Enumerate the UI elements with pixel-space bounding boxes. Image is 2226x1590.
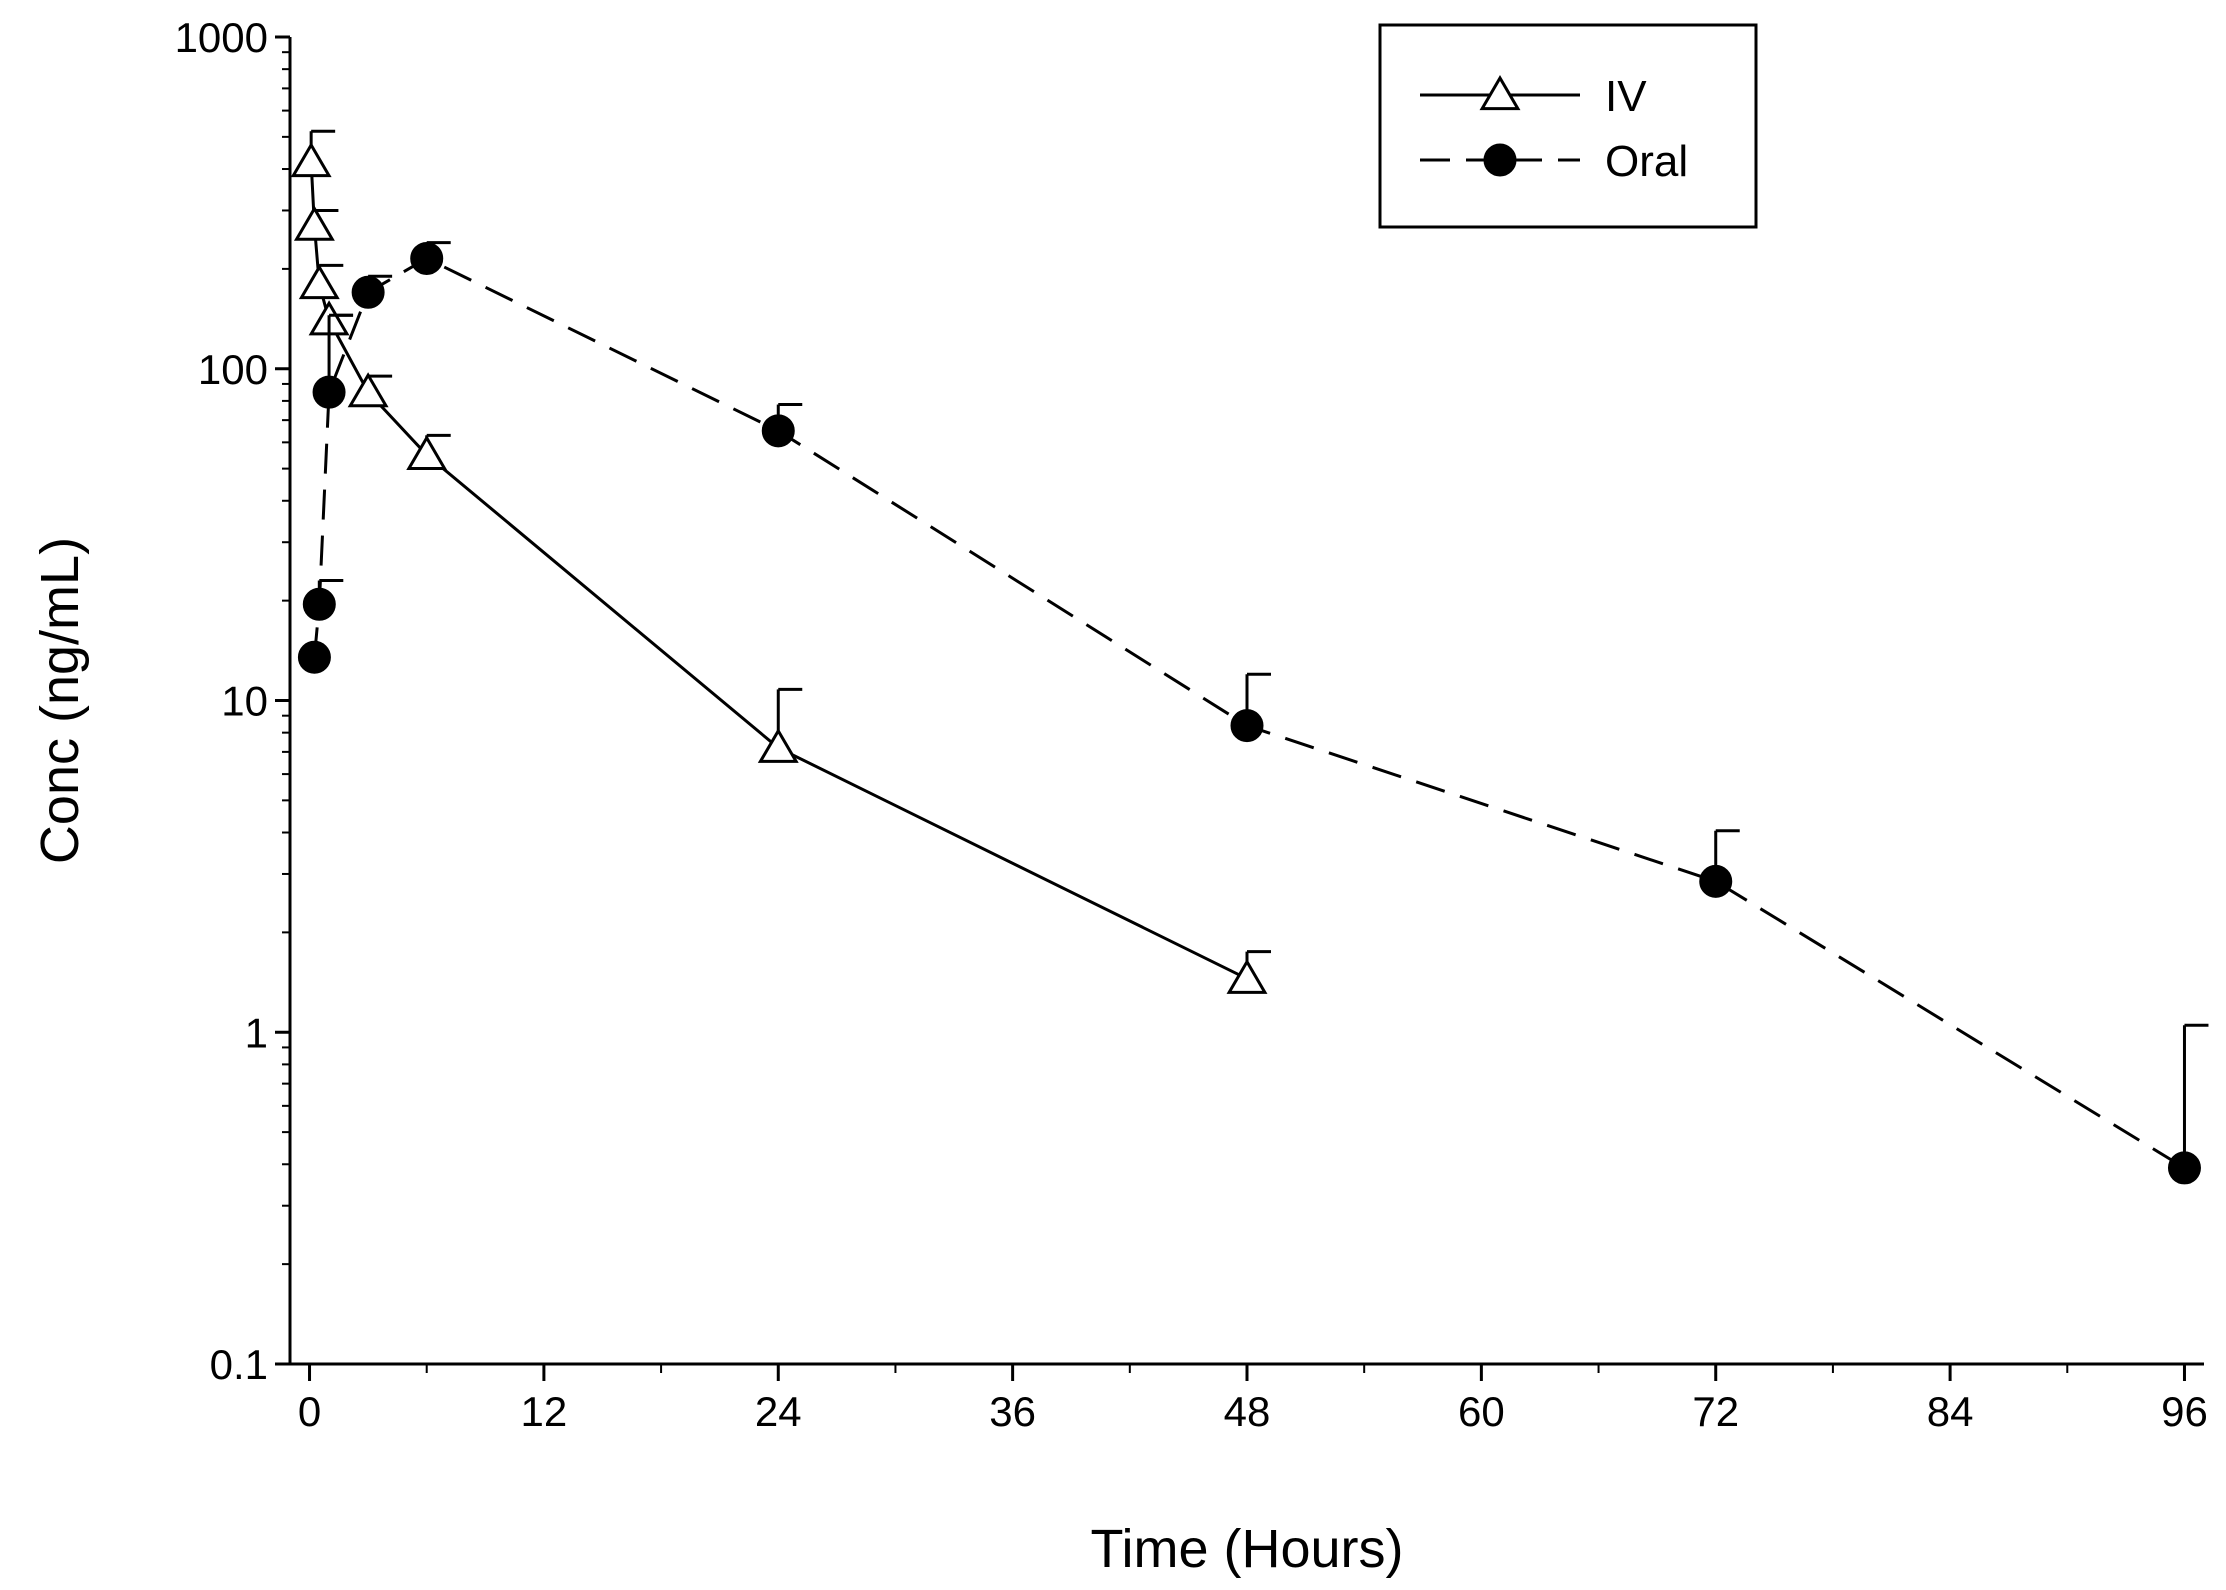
data-point-oral [761, 414, 795, 448]
x-tick-label: 24 [755, 1388, 802, 1435]
legend-marker-oral [1483, 143, 1517, 177]
legend-marker-iv [1479, 75, 1521, 111]
series-iv [290, 129, 1271, 994]
x-tick-label: 84 [1927, 1388, 1974, 1435]
series-layer [290, 129, 2209, 1185]
x-tick-label: 60 [1458, 1388, 1505, 1435]
data-point-oral [351, 275, 385, 309]
data-point-oral [410, 241, 444, 275]
data-point-iv [290, 142, 332, 178]
x-tick-label: 36 [989, 1388, 1036, 1435]
x-tick-label: 72 [1692, 1388, 1739, 1435]
data-point-iv [298, 264, 340, 300]
series-line-iv [309, 161, 1248, 981]
y-tick-label: 1000 [175, 14, 268, 61]
data-point-oral [302, 587, 336, 621]
legend-box [1378, 23, 1758, 229]
axes-layer: 0.1 1 10 100 1000 0 12 24 36 48 60 72 84 96 [175, 14, 2208, 1435]
x-tick-label: 12 [521, 1388, 568, 1435]
data-point-iv [1226, 958, 1268, 994]
data-point-oral [2167, 1151, 2201, 1185]
legend-label-iv: IV [1605, 72, 1647, 121]
x-tick-label: 0 [298, 1388, 321, 1435]
data-point-oral [297, 640, 331, 674]
y-tick-label: 1 [245, 1009, 268, 1056]
series-oral [297, 241, 2209, 1185]
data-point-iv [347, 372, 389, 408]
data-point-iv [406, 434, 448, 470]
data-point-oral [312, 375, 346, 409]
y-tick-label: 100 [198, 346, 268, 393]
data-point-oral [1230, 709, 1264, 743]
data-point-iv [757, 727, 799, 763]
x-tick-label: 96 [2161, 1388, 2208, 1435]
y-tick-label: 0.1 [210, 1341, 268, 1388]
legend-label-oral: Oral [1605, 137, 1688, 186]
legend: IV Oral [1378, 23, 1758, 229]
data-point-iv [293, 205, 335, 241]
y-axis-title: Conc (ng/mL) [30, 537, 90, 864]
data-point-oral [1699, 864, 1733, 898]
y-tick-label: 10 [221, 678, 268, 725]
x-axis-title: Time (Hours) [1090, 1519, 1403, 1579]
x-tick-label: 48 [1224, 1388, 1271, 1435]
